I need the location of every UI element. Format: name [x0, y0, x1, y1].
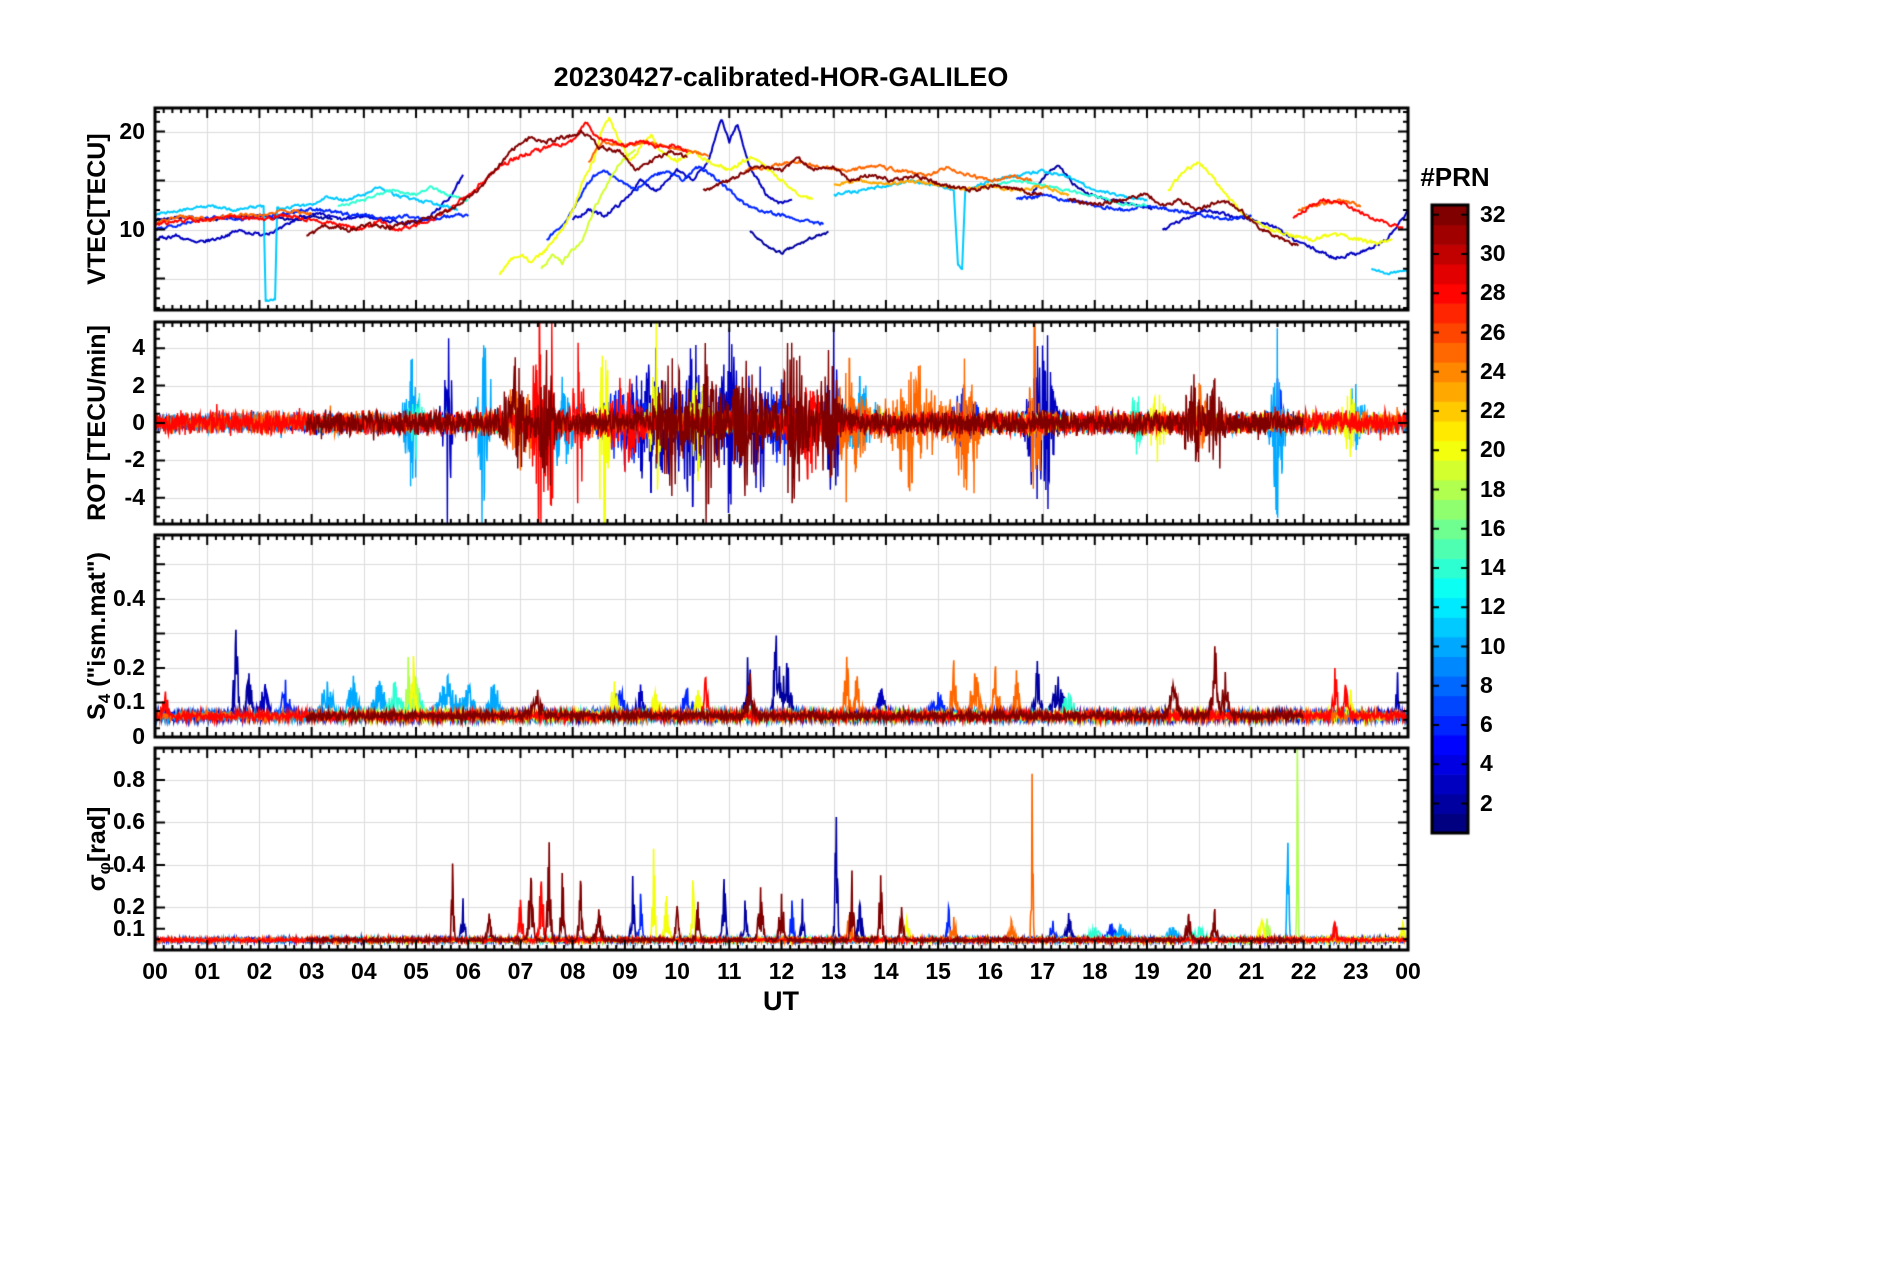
figure: 20230427-calibrated-HOR-GALILEO UT #PRN … [0, 0, 1902, 1272]
chart-canvas [0, 0, 1902, 1272]
